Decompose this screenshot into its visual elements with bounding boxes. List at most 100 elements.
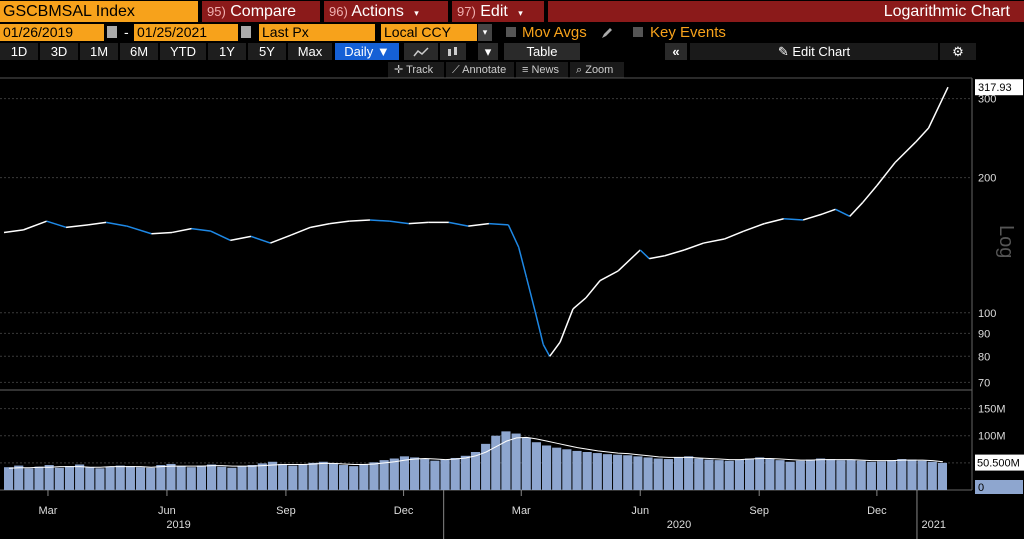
volume-bar (562, 449, 572, 490)
last-price-box (975, 79, 1023, 96)
key-events-checkbox[interactable] (633, 27, 643, 37)
volume-bar (399, 456, 410, 490)
candle-chart-icon[interactable] (440, 43, 466, 60)
line-chart-icon[interactable] (404, 43, 438, 60)
gear-icon[interactable]: ⚙ (940, 43, 976, 60)
volume-bar (450, 457, 460, 490)
volume-zero-label: 0 (978, 482, 984, 494)
compare-label: Compare (230, 3, 297, 20)
calendar-icon[interactable] (241, 26, 251, 38)
price-segment (329, 220, 350, 225)
price-segment (572, 297, 587, 310)
period-tab-max[interactable]: Max (288, 43, 332, 60)
volume-bar (24, 468, 34, 490)
mov-avgs-label: Mov Avgs (522, 24, 587, 41)
volume-bar (267, 461, 278, 490)
volume-bar (308, 462, 318, 490)
last-price-label: 317.93 (978, 82, 1012, 94)
volume-bar (125, 466, 135, 490)
pencil-icon: ✎ (777, 44, 789, 59)
period-tab-6m[interactable]: 6M (120, 43, 158, 60)
price-segment (46, 220, 67, 229)
x-tick-label: Jun (631, 505, 649, 517)
volume-bar (866, 461, 876, 490)
news-tool[interactable]: ≡ News (516, 62, 568, 78)
price-segment (764, 218, 784, 225)
volume-bar (541, 445, 552, 490)
price-segment (525, 277, 537, 313)
volume-bar (765, 459, 775, 490)
edit-label: Edit (480, 3, 508, 20)
price-segment (87, 221, 107, 226)
volume-bar (592, 453, 602, 490)
volume-bar (237, 466, 247, 490)
track-tool[interactable]: ✛ Track (388, 62, 444, 78)
end-date-field[interactable]: 01/25/2021 (134, 24, 238, 41)
currency-select[interactable]: Local CCY (381, 24, 477, 41)
price-segment (507, 224, 520, 248)
annotate-label: Annotate (462, 64, 507, 76)
period-tab-1m[interactable]: 1M (80, 43, 118, 60)
volume-bar (217, 466, 227, 490)
volume-bar (755, 457, 765, 490)
price-segment (599, 270, 619, 282)
volume-bar (663, 459, 673, 490)
volume-bar (714, 460, 724, 490)
volume-bar (14, 465, 24, 490)
ticker-field[interactable]: GSCBMSAL Index (0, 1, 198, 22)
x-tick-label: Dec (394, 505, 414, 517)
price-field-select[interactable]: Last Px (259, 24, 375, 41)
x-tick-label: Mar (512, 505, 531, 517)
volume-bar (44, 465, 54, 490)
price-tick-label: 80 (978, 351, 990, 363)
frequency-select[interactable]: Daily ▼ (335, 43, 399, 60)
chevron-down-icon[interactable]: ▾ (478, 43, 498, 60)
volume-bar (643, 457, 653, 490)
zoom-tool[interactable]: ⌕ Zoom (570, 62, 624, 78)
volume-bar (684, 456, 694, 490)
price-segment (743, 222, 765, 232)
price-segment (915, 127, 930, 143)
price-segment (927, 86, 949, 129)
price-segment (517, 247, 528, 278)
volume-bar (95, 468, 105, 490)
volume-bar (887, 460, 897, 490)
x-tick-label: Mar (38, 505, 57, 517)
volume-bar (207, 464, 217, 490)
table-button[interactable]: Table (504, 43, 580, 60)
start-date-field[interactable]: 01/26/2019 (0, 24, 104, 41)
volume-bar (54, 467, 64, 490)
mov-avgs-checkbox[interactable] (506, 27, 516, 37)
chevron-down-icon[interactable]: ▾ (478, 24, 492, 41)
volume-bar (359, 463, 369, 490)
price-segment (310, 222, 331, 229)
period-tab-3d[interactable]: 3D (40, 43, 78, 60)
year-label: 2020 (667, 519, 691, 531)
edit-chart-button[interactable]: ✎ Edit Chart (690, 43, 938, 60)
period-tab-1d[interactable]: 1D (0, 43, 38, 60)
price-segment (534, 312, 544, 345)
volume-bar (633, 456, 643, 490)
collapse-icon[interactable]: « (665, 43, 687, 60)
pencil-icon[interactable] (601, 27, 613, 39)
edit-button[interactable]: 97) Edit ▾ (452, 1, 544, 22)
volume-bar (288, 465, 298, 490)
annotate-tool[interactable]: ⟋ Annotate (446, 62, 514, 78)
calendar-icon[interactable] (107, 26, 117, 38)
volume-bar (511, 433, 521, 490)
period-tab-5y[interactable]: 5Y (248, 43, 286, 60)
compare-button[interactable]: 95) Compare (202, 1, 320, 22)
price-segment (549, 341, 561, 357)
volume-bar (410, 457, 420, 490)
volume-last-box (975, 454, 1024, 471)
period-tab-ytd[interactable]: YTD (160, 43, 206, 60)
volume-bar (907, 459, 917, 490)
volume-bar (349, 466, 359, 490)
chevron-down-icon: ▾ (518, 8, 523, 18)
actions-button[interactable]: 96) Actions ▾ (324, 1, 448, 22)
price-tick-label: 90 (978, 328, 990, 340)
price-segment (23, 220, 47, 231)
price-segment (783, 217, 804, 221)
period-tab-1y[interactable]: 1Y (208, 43, 246, 60)
